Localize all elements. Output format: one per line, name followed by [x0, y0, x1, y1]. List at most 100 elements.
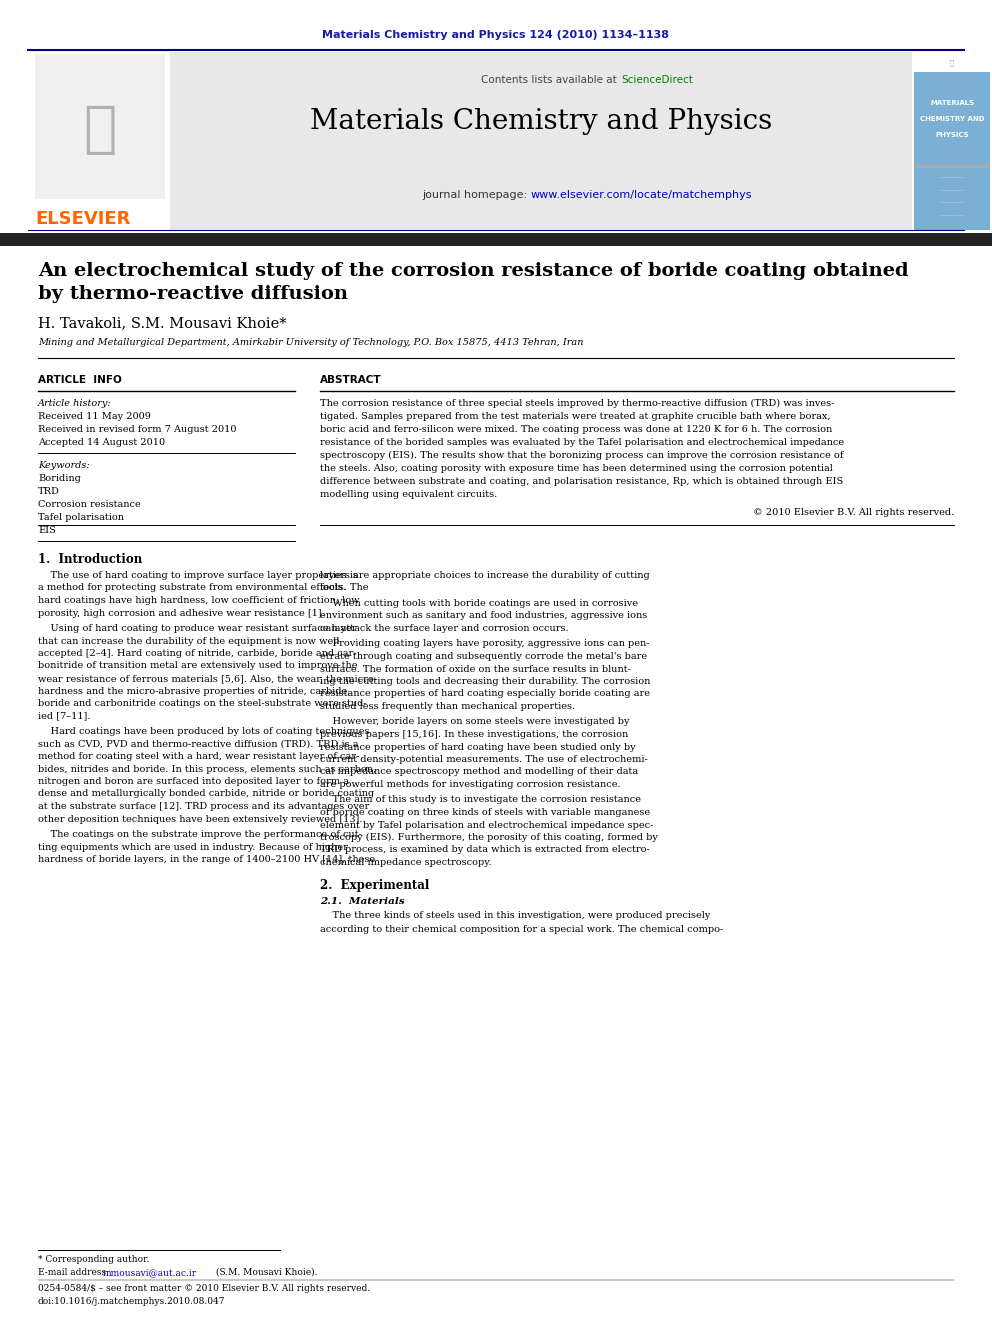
Text: environment such as sanitary and food industries, aggressive ions: environment such as sanitary and food in… [320, 611, 647, 620]
Text: When cutting tools with boride coatings are used in corrosive: When cutting tools with boride coatings … [320, 599, 638, 609]
Text: ied [7–11].: ied [7–11]. [38, 712, 90, 721]
Text: method for coating steel with a hard, wear resistant layer of car-: method for coating steel with a hard, we… [38, 751, 359, 761]
Text: E-mail address:: E-mail address: [38, 1267, 112, 1277]
Text: Boriding: Boriding [38, 474, 81, 483]
Text: according to their chemical composition for a special work. The chemical compo-: according to their chemical composition … [320, 925, 723, 934]
Text: ting equipments which are used in industry. Because of higher: ting equipments which are used in indust… [38, 843, 348, 852]
Text: hardness and the micro-abrasive properties of nitride, carbide,: hardness and the micro-abrasive properti… [38, 687, 350, 696]
Text: current density-potential measurements. The use of electrochemi-: current density-potential measurements. … [320, 755, 648, 763]
Bar [914, 52, 990, 71]
Text: resistance properties of hard coating especially boride coating are: resistance properties of hard coating es… [320, 689, 650, 699]
Text: © 2010 Elsevier B.V. All rights reserved.: © 2010 Elsevier B.V. All rights reserved… [753, 508, 954, 517]
Text: MATERIALS: MATERIALS [930, 101, 974, 106]
Text: CHEMISTRY AND: CHEMISTRY AND [920, 116, 984, 122]
Text: dense and metallurgically bonded carbide, nitride or boride coating: dense and metallurgically bonded carbide… [38, 790, 374, 799]
Text: chemical impedance spectroscopy.: chemical impedance spectroscopy. [320, 859, 492, 867]
Text: Accepted 14 August 2010: Accepted 14 August 2010 [38, 438, 165, 447]
Text: troscopy (EIS). Furthermore, the porosity of this coating, formed by: troscopy (EIS). Furthermore, the porosit… [320, 833, 658, 843]
Text: An electrochemical study of the corrosion resistance of boride coating obtained: An electrochemical study of the corrosio… [38, 262, 909, 280]
Text: ——————: —————— [939, 213, 964, 217]
Text: nitrogen and boron are surfaced into deposited layer to form a: nitrogen and boron are surfaced into dep… [38, 777, 349, 786]
Text: element by Tafel polarisation and electrochemical impedance spec-: element by Tafel polarisation and electr… [320, 820, 654, 830]
Text: etrate through coating and subsequently corrode the metal's bare: etrate through coating and subsequently … [320, 652, 647, 662]
Text: Providing coating layers have porosity, aggressive ions can pen-: Providing coating layers have porosity, … [320, 639, 650, 648]
Text: ——————: —————— [939, 200, 964, 204]
Text: The corrosion resistance of three special steels improved by thermo-reactive dif: The corrosion resistance of three specia… [320, 400, 834, 407]
Text: such as CVD, PVD and thermo-reactive diffusion (TRD). TRD is a: such as CVD, PVD and thermo-reactive dif… [38, 740, 358, 749]
Text: ing the cutting tools and decreasing their durability. The corrosion: ing the cutting tools and decreasing the… [320, 677, 651, 687]
Text: resistance properties of hard coating have been studied only by: resistance properties of hard coating ha… [320, 742, 636, 751]
Text: Tafel polarisation: Tafel polarisation [38, 513, 124, 523]
Text: 2.1.  Materials: 2.1. Materials [320, 897, 405, 905]
Text: difference between substrate and coating, and polarisation resistance, Rp, which: difference between substrate and coating… [320, 478, 843, 486]
Text: previous papers [15,16]. In these investigations, the corrosion: previous papers [15,16]. In these invest… [320, 730, 628, 740]
Text: Received in revised form 7 August 2010: Received in revised form 7 August 2010 [38, 425, 236, 434]
Text: tigated. Samples prepared from the test materials were treated at graphite cruci: tigated. Samples prepared from the test … [320, 411, 830, 421]
Text: Mining and Metallurgical Department, Amirkabir University of Technology, P.O. Bo: Mining and Metallurgical Department, Ami… [38, 337, 583, 347]
Text: PHYSICS: PHYSICS [935, 132, 969, 138]
Text: wear resistance of ferrous materials [5,6]. Also, the wear, the micro-: wear resistance of ferrous materials [5,… [38, 673, 377, 683]
Text: The use of hard coating to improve surface layer properties is: The use of hard coating to improve surfa… [38, 572, 358, 579]
Text: ARTICLE  INFO: ARTICLE INFO [38, 374, 122, 385]
Bar [35, 54, 165, 198]
Text: Using of hard coating to produce wear resistant surface layer: Using of hard coating to produce wear re… [38, 624, 356, 632]
Text: ScienceDirect: ScienceDirect [621, 75, 692, 85]
Text: boride and carbonitride coatings on the steel-substrate were stud-: boride and carbonitride coatings on the … [38, 699, 367, 708]
Text: * Corresponding author.: * Corresponding author. [38, 1256, 150, 1263]
Text: ——————: —————— [939, 175, 964, 179]
Text: The aim of this study is to investigate the corrosion resistance: The aim of this study is to investigate … [320, 795, 641, 804]
Text: hardness of boride layers, in the range of 1400–2100 HV [14], these: hardness of boride layers, in the range … [38, 855, 375, 864]
Text: TRD process, is examined by data which is extracted from electro-: TRD process, is examined by data which i… [320, 845, 650, 855]
Text: EIS: EIS [38, 527, 56, 534]
Text: The coatings on the substrate improve the performance of cut-: The coatings on the substrate improve th… [38, 830, 362, 839]
Text: Contents lists available at: Contents lists available at [481, 75, 620, 85]
Text: studied less frequently than mechanical properties.: studied less frequently than mechanical … [320, 703, 575, 710]
Text: Article history:: Article history: [38, 400, 112, 407]
Text: Materials Chemistry and Physics: Materials Chemistry and Physics [310, 108, 772, 135]
Text: bides, nitrides and boride. In this process, elements such as carbon,: bides, nitrides and boride. In this proc… [38, 765, 376, 774]
Text: www.elsevier.com/locate/matchemphys: www.elsevier.com/locate/matchemphys [531, 191, 753, 200]
Text: the steels. Also, coating porosity with exposure time has been determined using : the steels. Also, coating porosity with … [320, 464, 833, 474]
Text: hard coatings have high hardness, low coefficient of friction, low: hard coatings have high hardness, low co… [38, 595, 359, 605]
Text: at the substrate surface [12]. TRD process and its advantages over: at the substrate surface [12]. TRD proce… [38, 802, 369, 811]
Bar [0, 233, 992, 246]
Text: ABSTRACT: ABSTRACT [320, 374, 382, 385]
Text: 0254-0584/$ – see front matter © 2010 Elsevier B.V. All rights reserved.: 0254-0584/$ – see front matter © 2010 El… [38, 1285, 370, 1293]
Text: bonitride of transition metal are extensively used to improve the: bonitride of transition metal are extens… [38, 662, 357, 671]
Text: are powerful methods for investigating corrosion resistance.: are powerful methods for investigating c… [320, 781, 621, 789]
Text: other deposition techniques have been extensively reviewed [13].: other deposition techniques have been ex… [38, 815, 362, 823]
Text: layers are appropriate choices to increase the durability of cutting: layers are appropriate choices to increa… [320, 572, 650, 579]
Text: The three kinds of steels used in this investigation, were produced precisely: The three kinds of steels used in this i… [320, 912, 710, 921]
Bar [914, 165, 990, 168]
Text: resistance of the borided samples was evaluated by the Tafel polarisation and el: resistance of the borided samples was ev… [320, 438, 844, 447]
Text: journal homepage:: journal homepage: [423, 191, 531, 200]
Text: (S.M. Mousavi Khoie).: (S.M. Mousavi Khoie). [213, 1267, 317, 1277]
Text: However, boride layers on some steels were investigated by: However, boride layers on some steels we… [320, 717, 630, 726]
Text: porosity, high corrosion and adhesive wear resistance [1].: porosity, high corrosion and adhesive we… [38, 609, 324, 618]
Text: ——————: —————— [939, 188, 964, 192]
Bar [28, 52, 168, 230]
Text: by thermo-reactive diffusion: by thermo-reactive diffusion [38, 284, 348, 303]
Text: Corrosion resistance: Corrosion resistance [38, 500, 141, 509]
Text: tools.: tools. [320, 583, 347, 593]
Text: Materials Chemistry and Physics 124 (2010) 1134–1138: Materials Chemistry and Physics 124 (201… [322, 30, 670, 40]
Text: 1.  Introduction: 1. Introduction [38, 553, 142, 566]
Bar [914, 52, 990, 230]
Text: TRD: TRD [38, 487, 60, 496]
Text: 🌲: 🌲 [83, 103, 117, 157]
Text: boric acid and ferro-silicon were mixed. The coating process was done at 1220 K : boric acid and ferro-silicon were mixed.… [320, 425, 832, 434]
Text: accepted [2–4]. Hard coating of nitride, carbide, boride and car-: accepted [2–4]. Hard coating of nitride,… [38, 650, 356, 658]
Text: can attack the surface layer and corrosion occurs.: can attack the surface layer and corrosi… [320, 624, 568, 632]
Text: ELSEVIER: ELSEVIER [35, 210, 130, 228]
Text: a method for protecting substrate from environmental effects. The: a method for protecting substrate from e… [38, 583, 368, 593]
Text: H. Tavakoli, S.M. Mousavi Khoie*: H. Tavakoli, S.M. Mousavi Khoie* [38, 316, 287, 329]
Text: mmousavi@aut.ac.ir: mmousavi@aut.ac.ir [103, 1267, 197, 1277]
Text: 2.  Experimental: 2. Experimental [320, 878, 430, 892]
Text: that can increase the durability of the equipment is now well: that can increase the durability of the … [38, 636, 339, 646]
Text: Received 11 May 2009: Received 11 May 2009 [38, 411, 151, 421]
Text: of boride coating on three kinds of steels with variable manganese: of boride coating on three kinds of stee… [320, 808, 650, 818]
Text: Hard coatings have been produced by lots of coating techniques: Hard coatings have been produced by lots… [38, 728, 369, 736]
Text: cal impedance spectroscopy method and modelling of their data: cal impedance spectroscopy method and mo… [320, 767, 638, 777]
Text: ⬜: ⬜ [950, 58, 954, 66]
Text: Keywords:: Keywords: [38, 460, 89, 470]
